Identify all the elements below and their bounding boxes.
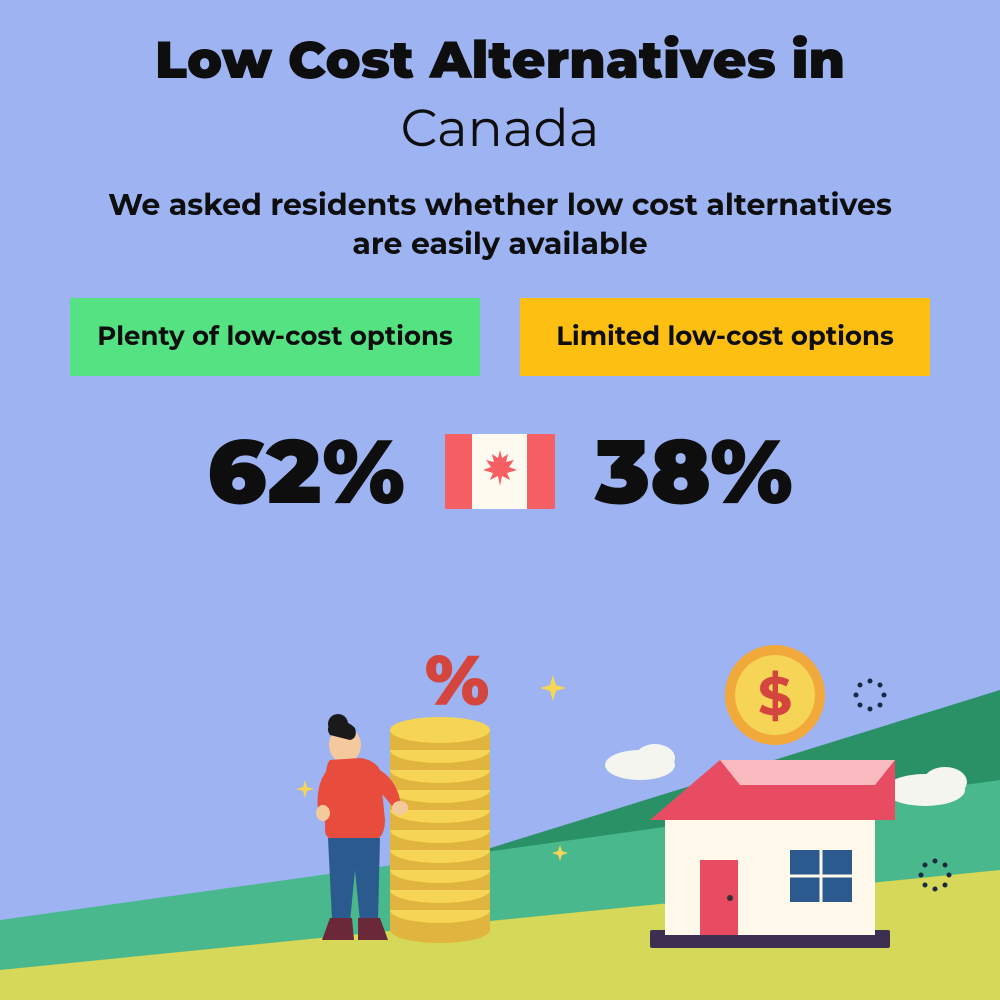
flag-left-stripe xyxy=(445,434,473,509)
plenty-badge: Plenty of low-cost options xyxy=(70,298,480,376)
svg-text:%: % xyxy=(425,637,489,723)
maple-leaf-icon xyxy=(481,448,519,495)
svg-text:$: $ xyxy=(758,663,792,729)
survey-description: We asked residents whether low cost alte… xyxy=(0,185,1000,263)
statistics-row: 62% 38% xyxy=(0,416,1000,526)
country-subtitle: Canada xyxy=(0,97,1000,160)
decorative-illustration: $ xyxy=(0,620,1000,1000)
flag-right-stripe xyxy=(527,434,555,509)
flag-center-stripe xyxy=(472,434,527,509)
response-badges: Plenty of low-cost options Limited low-c… xyxy=(0,298,1000,376)
infographic-container: Low Cost Alternatives in Canada We asked… xyxy=(0,0,1000,1000)
left-percentage: 62% xyxy=(207,416,405,526)
right-percentage: 38% xyxy=(595,416,793,526)
canada-flag-icon xyxy=(445,434,555,509)
main-title: Low Cost Alternatives in xyxy=(0,0,1000,92)
limited-badge: Limited low-cost options xyxy=(520,298,930,376)
